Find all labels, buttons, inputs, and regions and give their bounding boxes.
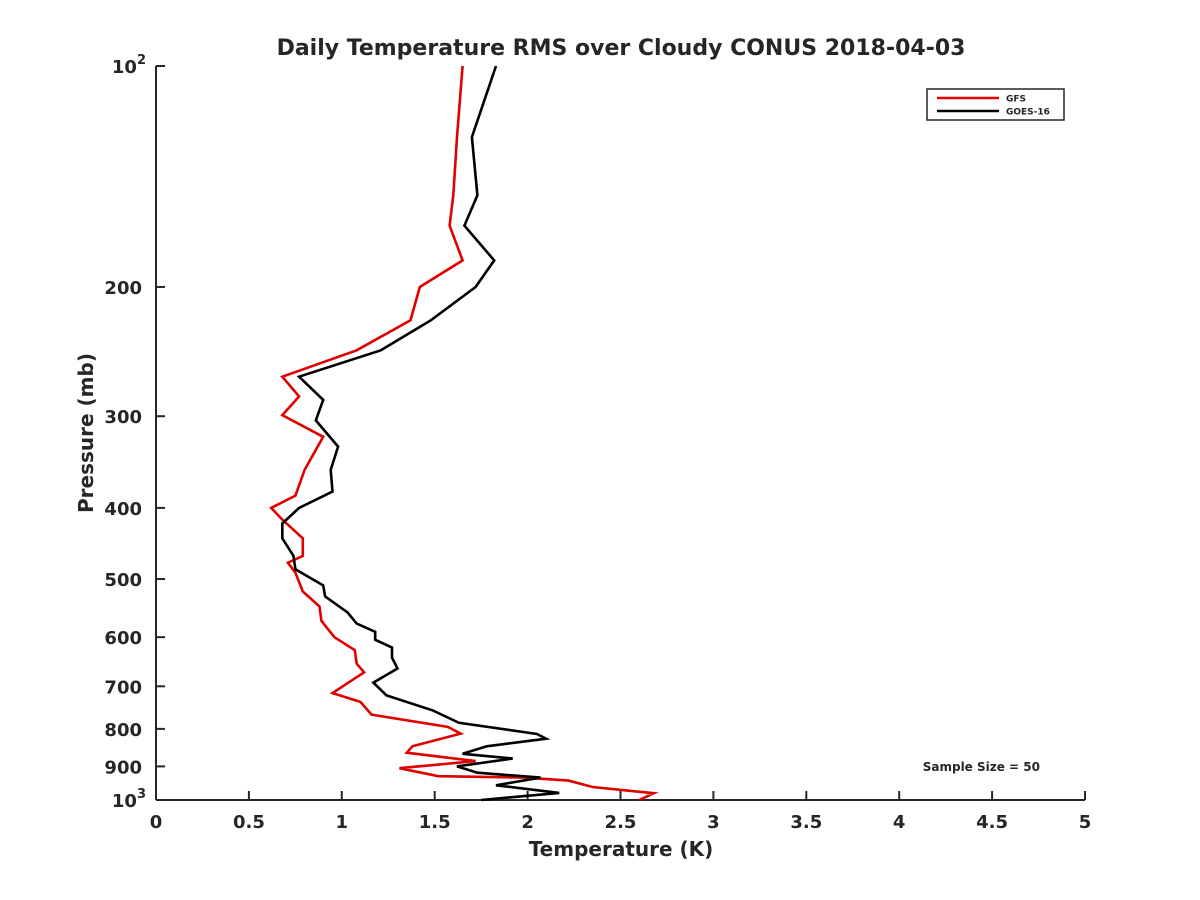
x-tick-label: 2 (521, 812, 534, 833)
chart-title: Daily Temperature RMS over Cloudy CONUS … (277, 36, 966, 61)
y-tick-label: 103 (112, 787, 146, 812)
y-tick-label: 300 (104, 407, 142, 428)
y-tick-label: 400 (104, 499, 142, 520)
sample-size-annotation: Sample Size = 50 (923, 760, 1040, 774)
y-tick-label: 200 (104, 278, 142, 299)
y-axis-label: Pressure (mb) (74, 353, 98, 513)
legend-label: GFS (1006, 95, 1026, 105)
legend-label: GOES-16 (1006, 108, 1050, 118)
x-tick-label: 1.5 (419, 812, 451, 833)
x-axis-label: Temperature (K) (529, 837, 714, 861)
y-tick-label: 800 (104, 720, 142, 741)
x-tick-label: 0.5 (233, 812, 265, 833)
y-tick-label: 600 (104, 628, 142, 649)
x-tick-label: 4.5 (976, 812, 1008, 833)
plot-area (155, 66, 1085, 801)
y-tick-label: 102 (112, 53, 146, 78)
y-tick-label: 700 (104, 677, 142, 698)
y-tick-label: 500 (104, 570, 142, 591)
x-tick-label: 4 (893, 812, 906, 833)
legend-box (926, 88, 1065, 121)
x-tick-label: 2.5 (605, 812, 637, 833)
series-line-gfs (269, 65, 659, 802)
x-tick-label: 0 (150, 812, 163, 833)
y-tick-label: 900 (104, 757, 142, 778)
x-tick-label: 3.5 (790, 812, 822, 833)
x-tick-label: 1 (336, 812, 349, 833)
x-tick-label: 3 (707, 812, 720, 833)
x-axis-ticks: 0 0.5 1 1.5 2 2.5 3 3.5 4 4.5 5 (150, 791, 1092, 833)
series-layer (269, 65, 659, 802)
series-line-goes-16 (280, 65, 560, 802)
legend: GFS GOES-16 (926, 88, 1065, 121)
x-tick-label: 5 (1079, 812, 1092, 833)
y-axis-ticks: 102 200 300 400 500 600 700 800 900 103 (104, 53, 165, 812)
